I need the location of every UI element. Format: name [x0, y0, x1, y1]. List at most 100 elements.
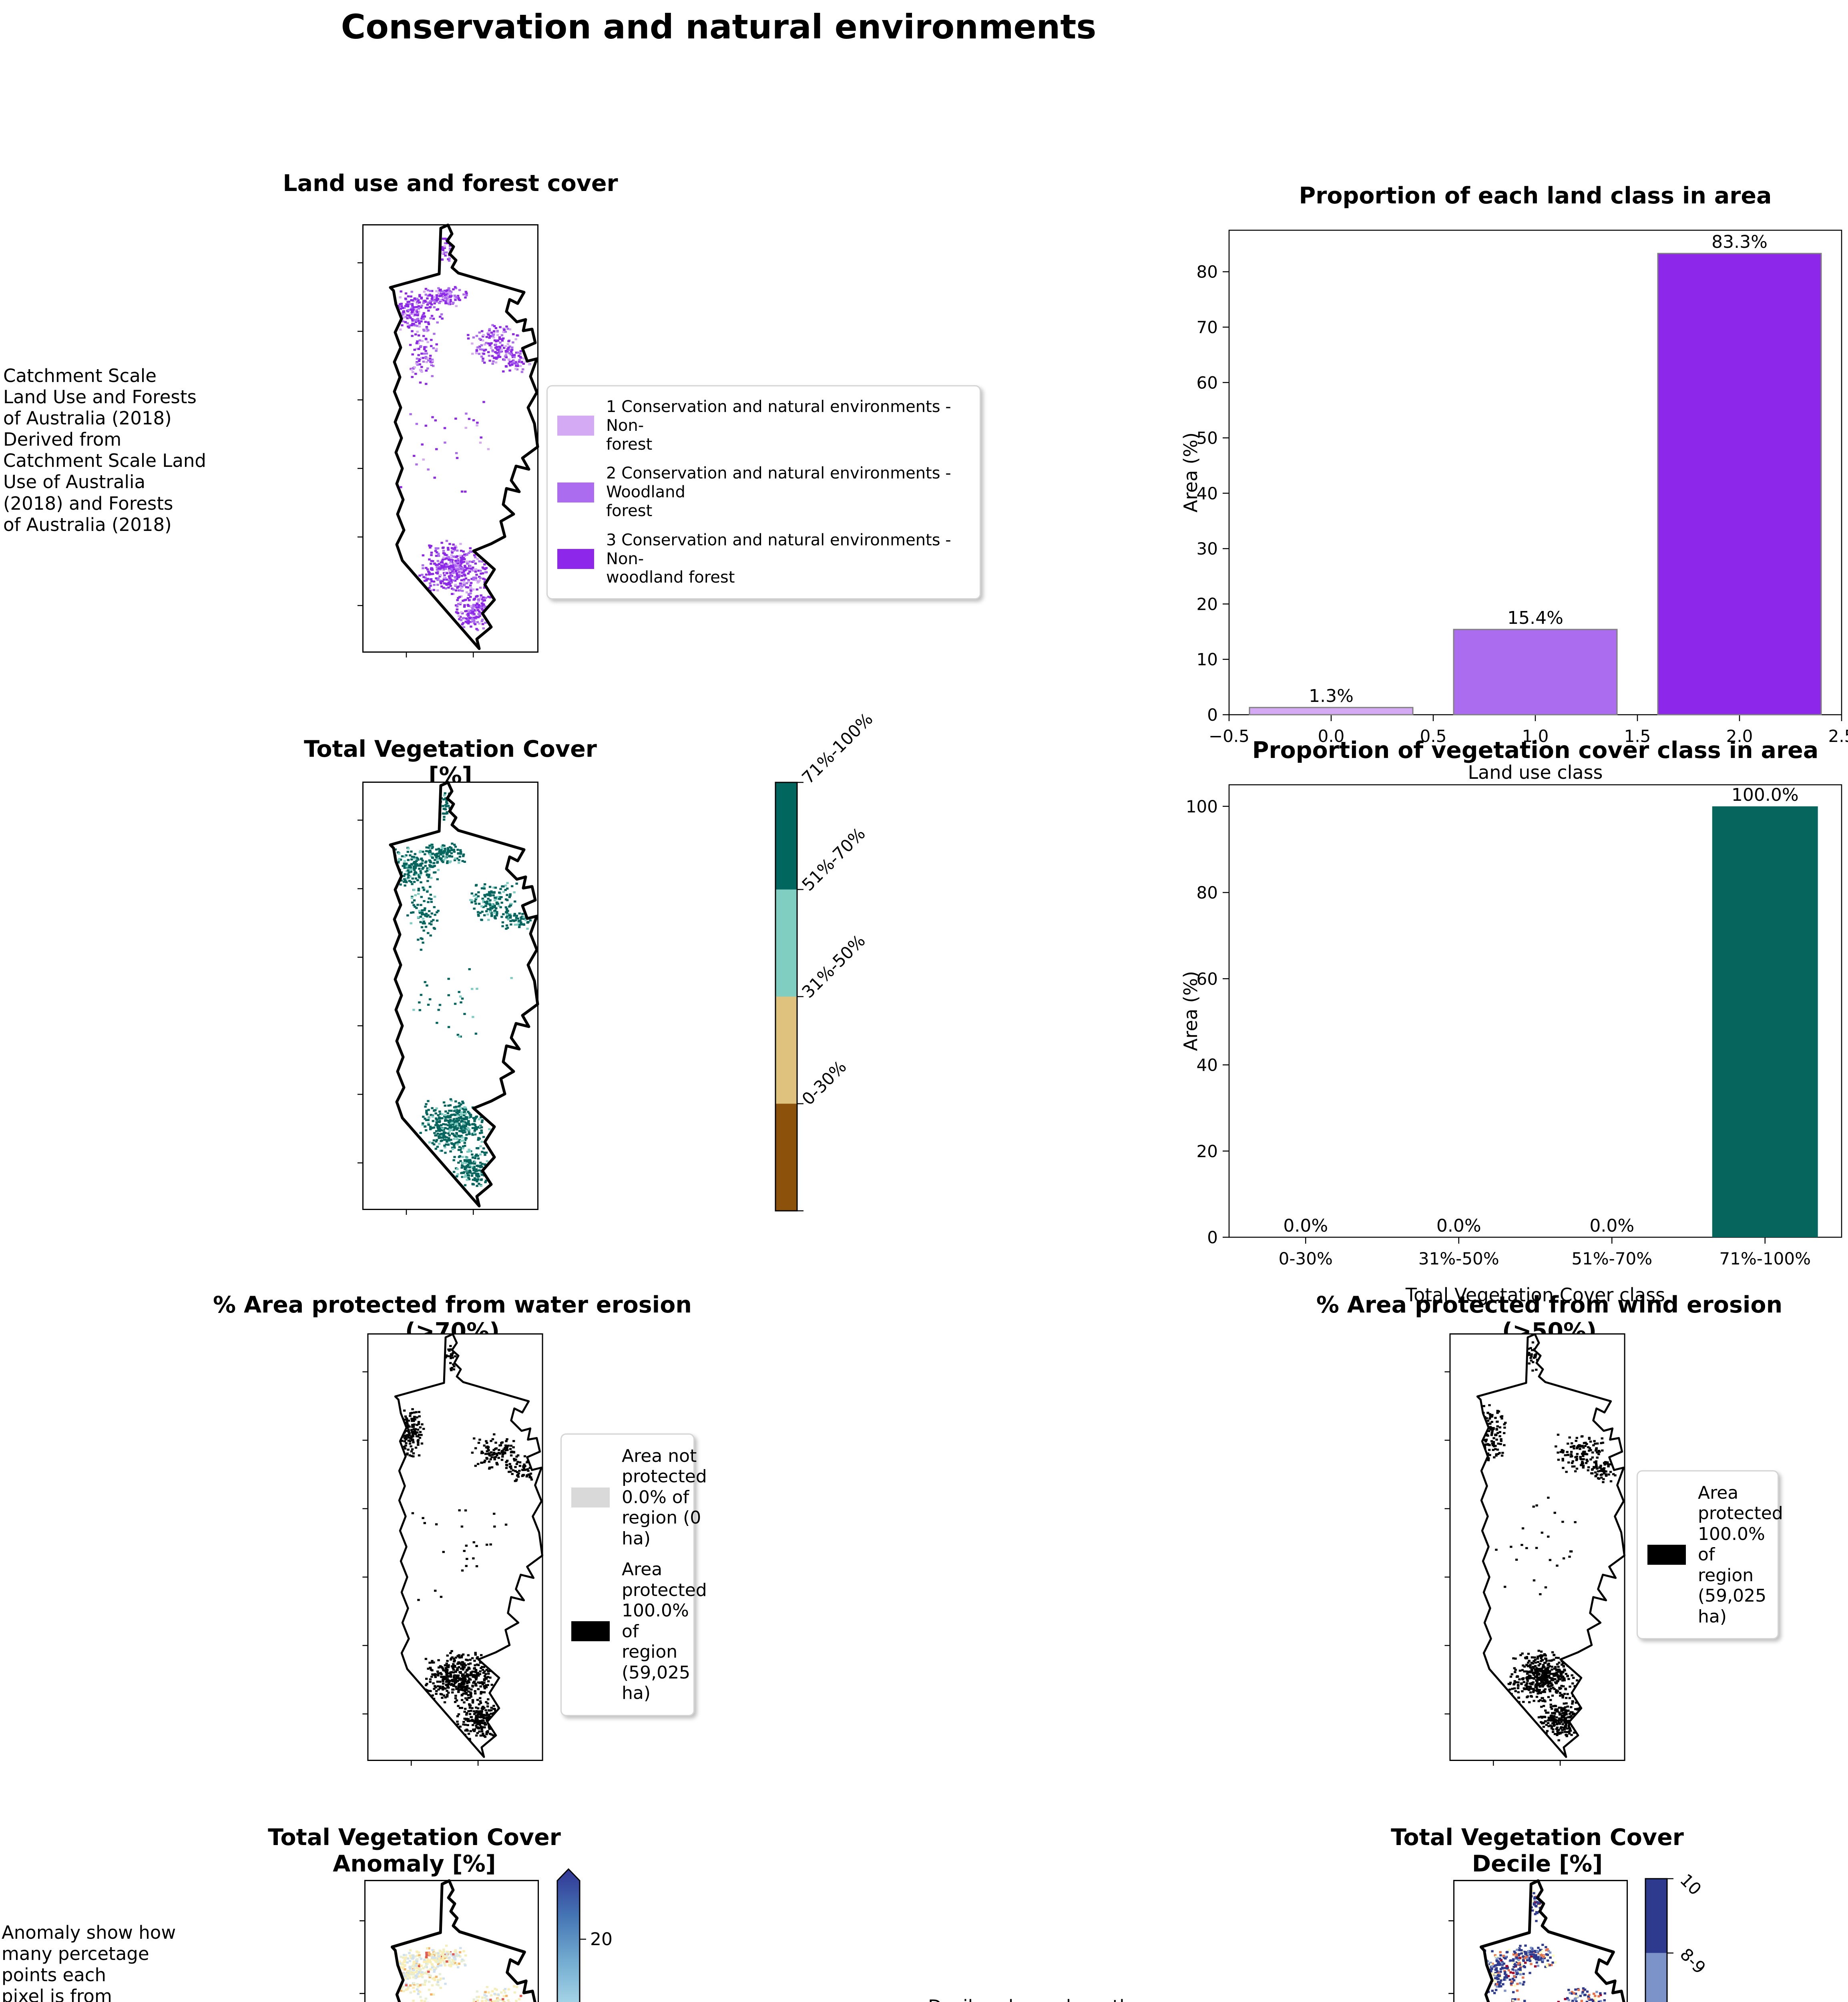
legend-swatch [1647, 1545, 1686, 1565]
colorbar-label: 31%-50% [798, 931, 869, 1002]
svg-text:80: 80 [1197, 883, 1218, 903]
map-frame [367, 1333, 543, 1761]
legend-swatch [557, 416, 594, 436]
catchment-boundary [389, 223, 539, 650]
svg-text:50: 50 [1197, 428, 1218, 448]
water-erosion-map [362, 1333, 544, 1766]
svg-text:0.0: 0.0 [1318, 726, 1345, 746]
catchment-boundary [1476, 1333, 1626, 1758]
wind-erosion-legend: Area protected 100.0% of region (59,025 … [1637, 1470, 1783, 1640]
svg-text:10: 10 [1197, 650, 1218, 669]
svg-text:31%-50%: 31%-50% [1418, 1249, 1499, 1268]
veg-cover-bar-chart: Proportion of vegetation cover class in … [1180, 737, 1842, 1306]
axes: 0 20 40 60 80 100 0-30% 31%-50% 51%-70% 71%-100% T… [1180, 797, 1811, 1306]
bar-value-label: 0.0% [1283, 1216, 1328, 1236]
land-use-side-note: Catchment Scale Land Use and Forests of … [3, 365, 206, 535]
map-axis-ticks [358, 262, 474, 657]
colorbar-label: 51%-70% [798, 824, 869, 894]
page-title: Conservation and natural environments [341, 7, 1097, 46]
colorbar-segment [775, 782, 797, 890]
svg-text:1.0: 1.0 [1522, 726, 1549, 746]
decile-map [1448, 1879, 1628, 2002]
bar-value-label: 0.0% [1589, 1216, 1634, 1236]
svg-text:1.5: 1.5 [1624, 726, 1651, 746]
anomaly-map [360, 1879, 539, 2002]
legend-label: 3 Conservation and natural environments … [606, 531, 951, 587]
bar-value-label: 0.0% [1436, 1216, 1481, 1236]
svg-text:40: 40 [1197, 484, 1218, 503]
svg-text:80: 80 [1197, 262, 1218, 282]
y-axis-label: Area (%) [1180, 432, 1201, 513]
svg-text:100: 100 [1186, 797, 1218, 816]
svg-text:70: 70 [1197, 318, 1218, 337]
decile-colorbar: 108-94-72-31 [1645, 1870, 1709, 2002]
catchment-boundary [1479, 1879, 1625, 2002]
catchment-boundary [389, 781, 539, 1208]
map-axis-ticks [1448, 1920, 1453, 1994]
anomaly-map-title: Total Vegetation Cover Anomaly [%] [268, 1824, 561, 1877]
colorbar-segment [1645, 1953, 1667, 2002]
catchment-boundary [390, 1879, 536, 2002]
legend-item: 1 Conservation and natural environments … [557, 398, 970, 454]
colorbar-segment [775, 997, 797, 1104]
land-use-legend: 1 Conservation and natural environments … [546, 385, 981, 600]
legend-label: 2 Conservation and natural environments … [606, 464, 951, 520]
land-use-map [358, 223, 539, 657]
svg-text:71%-100%: 71%-100% [1719, 1249, 1811, 1268]
svg-text:60: 60 [1197, 969, 1218, 989]
svg-text:2.5: 2.5 [1828, 726, 1848, 746]
colorbar-tick-label: 20 [590, 1929, 613, 1950]
svg-text:0-30%: 0-30% [1279, 1249, 1333, 1268]
bars: 1.3% 15.4% 83.3% [1249, 232, 1822, 716]
map-pixels [390, 237, 531, 631]
water-erosion-legend: Area not protected 0.0% of region (0 ha)… [560, 1433, 707, 1716]
legend-swatch [557, 482, 594, 503]
legend-item: Area protected 100.0% of region (59,025 … [571, 1559, 707, 1703]
map-axis-ticks [358, 820, 474, 1215]
colorbar-gradient-bar [556, 1868, 581, 2002]
bar-value-label: 100.0% [1731, 785, 1799, 805]
x-axis-label: Land use class [1468, 762, 1603, 783]
wind-erosion-map [1444, 1333, 1626, 1766]
legend-label: Area protected 100.0% of region (59,025 … [622, 1559, 707, 1704]
svg-text:−0.5: −0.5 [1209, 726, 1249, 746]
bar-value-label: 15.4% [1507, 608, 1563, 628]
bar [1657, 253, 1822, 716]
bar-value-label: 1.3% [1309, 686, 1354, 706]
bar [1453, 629, 1618, 716]
legend-item: 2 Conservation and natural environments … [557, 464, 970, 520]
svg-text:20: 20 [1197, 1142, 1218, 1161]
svg-text:2.0: 2.0 [1726, 726, 1753, 746]
chart-title: Proportion of vegetation cover class in … [1252, 737, 1819, 764]
svg-text:20: 20 [1197, 594, 1218, 614]
colorbar-label: 8-9 [1676, 1944, 1709, 1978]
svg-text:51%-70%: 51%-70% [1571, 1249, 1652, 1268]
chart-title: Proportion of each land class in area [1299, 183, 1772, 209]
land-class-bar-chart: Proportion of each land class in area 0 10… [1180, 183, 1848, 783]
colorbar-segment [775, 1104, 797, 1211]
svg-text:0: 0 [1207, 1228, 1218, 1247]
svg-text:0.5: 0.5 [1420, 726, 1447, 746]
legend-swatch [557, 549, 594, 569]
colorbar-label: 0-30% [798, 1057, 850, 1109]
catchment-boundary [394, 1333, 544, 1758]
decile-note: Deciles show where the pixel value lies … [928, 1996, 1160, 2002]
anomaly-colorbar: 20100−10−20 [556, 1868, 613, 2002]
legend-swatch [571, 1487, 610, 1508]
veg-cover-map-title: Total Vegetation Cover [%] [304, 736, 597, 789]
legend-label: Area protected 100.0% of region (59,025 … [1698, 1483, 1783, 1627]
colorbar-segment [1645, 1879, 1667, 1953]
bars: 0.0% 0.0% 0.0% 100.0% [1283, 785, 1818, 1237]
axes: 0 10 20 30 40 50 60 70 80 −0.5 0.0 0.5 1.0 1.5 2.0 2.5 L… [1180, 262, 1848, 783]
y-axis-label: Area (%) [1180, 971, 1201, 1051]
legend-item: 3 Conservation and natural environments … [557, 531, 970, 587]
x-axis-label: Total Vegetation Cover class [1405, 1284, 1665, 1306]
svg-text:60: 60 [1197, 373, 1218, 392]
map-axis-ticks [1444, 1371, 1561, 1766]
land-use-map-title: Land use and forest cover [283, 170, 618, 197]
veg-cover-colorbar: 71%-100% 51%-70% 31%-50% 0-30% [775, 709, 877, 1212]
map-pixels [395, 1345, 535, 1741]
decile-map-title: Total Vegetation Cover Decile [%] [1391, 1824, 1684, 1877]
legend-swatch [571, 1621, 610, 1642]
